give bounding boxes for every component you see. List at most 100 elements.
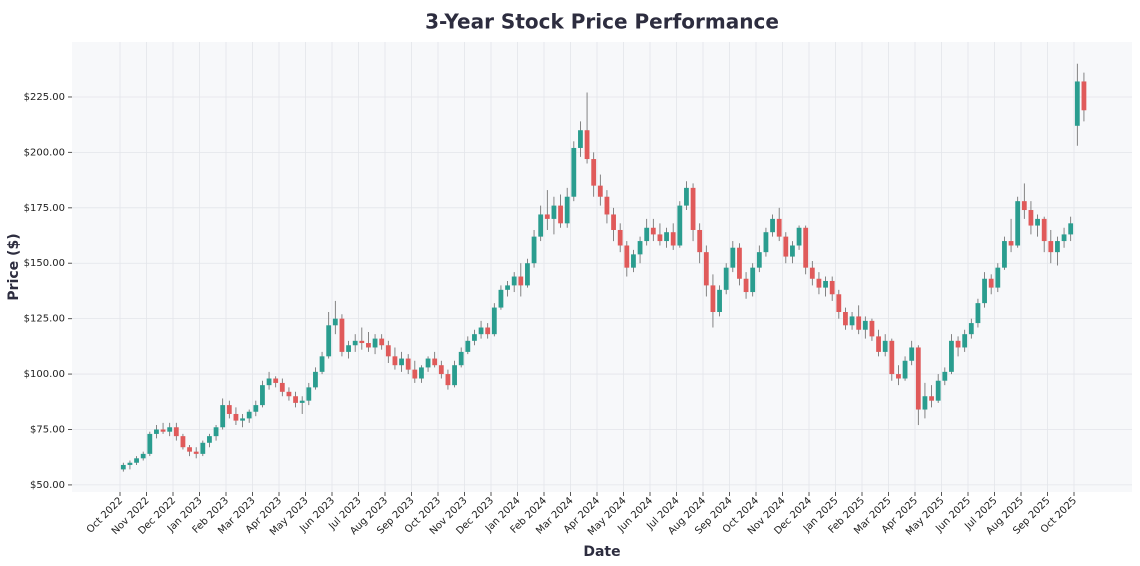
candle-body [617,229,623,246]
candle-body [896,374,901,379]
candle-body [710,285,716,312]
candle-body [604,196,610,215]
candle-body [260,385,265,406]
candle-body [346,345,351,352]
candle-body [405,358,411,370]
candle-body [187,447,192,452]
candle-body [213,427,219,437]
candle-body [1074,81,1080,126]
candle-body [988,278,994,288]
y-tick-label: $225.00 [24,92,65,103]
x-axis-label: Date [583,544,620,560]
candle-body [438,365,444,375]
candle-body [419,367,424,379]
candle-body [1061,234,1067,242]
candle-body [611,214,616,230]
candle-body [829,280,835,295]
candle-body [458,351,464,366]
candle-body [650,227,656,235]
candle-body [167,427,173,432]
candle-body [160,429,166,432]
candle-body [909,347,915,361]
candle-body [856,316,862,330]
candle-body [505,285,510,290]
candle-body [1002,241,1007,268]
candle-body [326,325,332,357]
candle-body [843,312,848,326]
candle-body [293,396,298,403]
candle-body [385,345,391,357]
candle-body [147,433,153,454]
plot-area [72,42,1132,492]
candle-body [478,327,484,335]
candle-body [1055,241,1060,253]
candle-body [134,458,139,463]
candle-body [352,340,358,346]
candle-body [915,347,921,410]
candle-body [1035,218,1040,226]
candle-body [180,436,186,448]
candle-body [366,343,371,348]
candle-body [657,234,663,242]
candle-body [1081,81,1087,111]
candle-body [690,187,696,230]
candle-body [763,232,769,253]
candle-body [392,356,398,366]
candle-body [591,159,597,186]
candle-body [226,405,232,414]
candle-body [975,303,981,324]
candle-body [544,214,550,219]
candle-body [929,396,934,401]
candle-body [730,247,736,268]
candle-body [233,413,239,421]
candle-body [578,130,583,148]
candle-body [836,294,842,312]
candle-body [1068,223,1074,235]
y-tick-label: $125.00 [24,314,65,325]
candle-body [332,318,338,326]
candle-body [624,245,630,268]
candle-body [743,278,749,293]
candle-body [246,411,252,419]
candle-body [253,405,259,412]
candle-body [518,276,524,286]
candle-body [849,316,855,326]
candle-body [472,334,477,341]
candle-body [339,318,345,352]
candle-body [637,241,643,255]
candle-body [584,130,590,160]
candle-body [962,334,968,348]
candle-body [173,427,179,437]
y-tick-label: $200.00 [24,147,65,158]
candle-body [154,429,159,434]
candle-body [922,396,928,410]
candle-body [359,340,365,344]
candle-body [372,338,378,348]
candle-body [684,187,689,206]
candle-body [1015,201,1021,246]
candle-body [193,451,199,454]
candle-body [445,374,451,386]
candle-body [511,276,517,286]
candle-body [889,340,895,375]
candle-body [485,327,491,335]
candle-body [862,320,868,330]
candle-body [756,252,762,268]
candle-body [1021,201,1027,211]
candle-body [379,338,385,346]
candle-body [127,462,133,465]
candle-body [677,205,683,246]
candle-body [949,340,954,372]
candle-body [299,400,305,403]
candle-body [597,185,603,197]
candle-body [432,358,438,366]
candle-body [498,289,504,308]
candle-body [750,267,756,293]
candle-body [207,436,212,443]
candle-body [1008,241,1014,246]
candle-body [1048,241,1054,253]
candle-body [531,236,537,264]
y-tick-label: $150.00 [24,258,65,269]
candle-body [564,196,570,224]
